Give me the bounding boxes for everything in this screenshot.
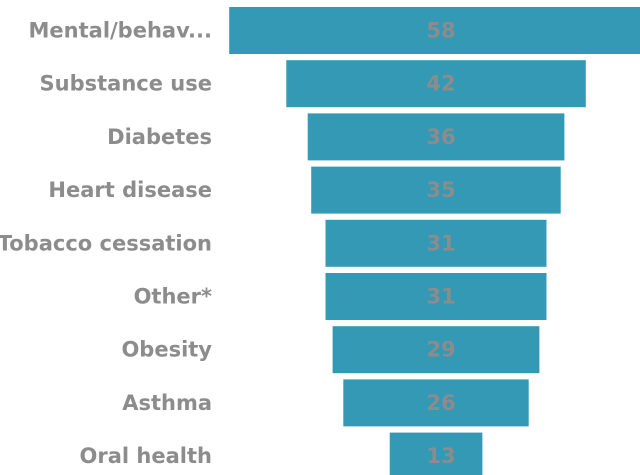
category-label-6: Obesity	[121, 338, 212, 362]
category-label-1: Substance use	[40, 72, 212, 96]
bar-3	[311, 166, 561, 214]
bar-4	[325, 219, 547, 267]
value-label-0: 58	[426, 19, 455, 43]
value-label-6: 29	[426, 338, 455, 362]
bar-6	[332, 326, 540, 374]
bar-7	[343, 379, 529, 427]
category-label-3: Heart disease	[48, 178, 212, 202]
value-label-7: 26	[426, 391, 455, 415]
bars-group	[229, 7, 640, 475]
category-label-7: Asthma	[122, 391, 212, 415]
category-labels-group: Mental/behav... Substance use Diabetes Hear…	[0, 19, 212, 469]
category-label-0: Mental/behav...	[29, 19, 212, 43]
value-label-8: 13	[426, 444, 455, 468]
value-label-3: 35	[426, 178, 455, 202]
category-label-5: Other*	[134, 285, 212, 309]
value-label-5: 31	[426, 285, 455, 309]
bar-2	[307, 113, 565, 161]
category-label-8: Oral health	[80, 444, 212, 468]
bar-1	[286, 60, 586, 108]
value-label-4: 31	[426, 231, 455, 255]
value-label-1: 42	[426, 72, 455, 96]
value-labels-group: 58 42 36 35 31 31 29 26 13	[426, 19, 455, 469]
category-label-4: Tobacco cessation	[0, 231, 212, 255]
bar-8	[389, 432, 483, 475]
category-label-2: Diabetes	[107, 125, 212, 149]
value-label-2: 36	[426, 125, 455, 149]
bar-5	[325, 273, 547, 320]
bar-0	[229, 7, 640, 54]
